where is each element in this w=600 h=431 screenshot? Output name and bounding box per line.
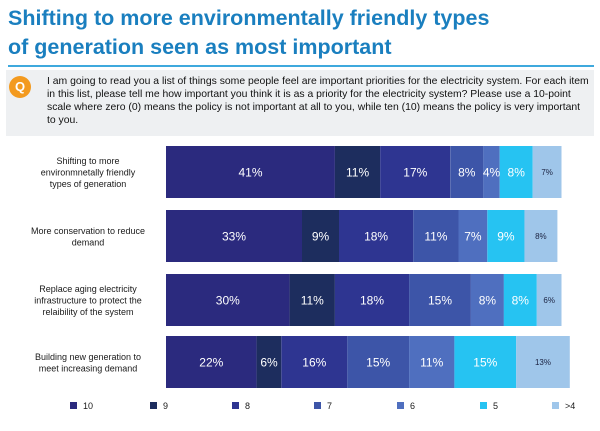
data-label: 11% [420,355,443,369]
bar-segment-7-row-1 [450,146,484,198]
data-label: 8% [508,165,526,179]
legend-label: 10 [83,401,93,411]
data-label: 16% [302,355,326,369]
bar-segment-8-row-4 [281,336,348,388]
legend-label: 9 [163,401,168,411]
data-label: 15% [428,293,452,307]
title-divider [8,65,594,67]
category-label-2: demand [72,237,105,247]
bar-segment-10-row-1 [166,146,335,198]
bar-segment-5-row-3 [503,274,537,326]
data-label: 13% [535,358,551,367]
category-label-1: types of generation [50,179,127,189]
bar-segment-9-row-4 [256,336,282,388]
bar-segment-9-row-1 [334,146,381,198]
bar-segment-8-row-2 [339,210,414,262]
bar-segment-6-row-1 [483,146,500,198]
data-label: 33% [222,229,246,243]
bar-segment-gt4-row-2 [524,210,558,262]
category-label-4: Building new generation to [35,352,141,362]
legend-swatch-8 [232,402,239,409]
title-line-2: of generation seen as most important [8,35,392,59]
category-label-1: Shifting to more [56,156,119,166]
bar-segment-8-row-3 [334,274,410,326]
data-label: 17% [403,165,427,179]
data-label: 7% [541,168,553,177]
legend-label: 8 [245,401,250,411]
question-panel [6,70,594,136]
legend-swatch-10 [70,402,77,409]
data-label: 18% [364,229,388,243]
legend-label: 7 [327,401,332,411]
category-label-3: Replace aging electricity [39,284,137,294]
category-label-3: infrastructure to protect the [34,296,142,306]
data-label: 11% [424,229,447,243]
data-label: 30% [216,293,240,307]
data-label: 9% [312,229,330,243]
bar-segment-7-row-2 [413,210,459,262]
page-title: Shifting to more environmentally friendl… [8,4,593,62]
data-label: 6% [260,355,278,369]
bar-segment-5-row-1 [499,146,533,198]
bar-segment-6-row-3 [470,274,504,326]
legend-label: 5 [493,401,498,411]
data-label: 9% [497,229,515,243]
bar-segment-7-row-4 [347,336,410,388]
data-label: 11% [301,293,324,307]
category-label-2: More conservation to reduce [31,226,145,236]
bar-segment-10-row-2 [166,210,302,262]
legend-swatch-9 [150,402,157,409]
question-badge: Q [9,76,31,98]
bar-segment-gt4-row-1 [532,146,562,198]
legend-swatch-6 [397,402,404,409]
bar-segment-10-row-4 [166,336,257,388]
data-label: 8% [479,293,497,307]
bar-segment-6-row-4 [409,336,455,388]
category-label-1: environmnetally friendly [41,168,136,178]
legend-label: 6 [410,401,415,411]
question-text: I am going to read you a list of things … [47,76,589,126]
category-label-4: meet increasing demand [39,363,138,373]
title-line-1: Shifting to more environmentally friendl… [8,6,490,30]
data-label: 8% [512,293,530,307]
bar-segment-9-row-2 [302,210,340,262]
legend-swatch-7 [314,402,321,409]
data-label: 11% [346,165,369,179]
bar-segment-5-row-4 [454,336,517,388]
bar-segment-8-row-1 [380,146,451,198]
legend-label: >4 [565,401,575,411]
data-label: 41% [238,165,262,179]
bar-segment-7-row-3 [409,274,471,326]
bar-segment-5-row-2 [487,210,525,262]
data-label: 7% [464,229,482,243]
data-label: 6% [543,296,555,305]
bar-segment-gt4-row-4 [516,336,570,388]
data-label: 18% [360,293,384,307]
legend-swatch-gt4 [552,402,559,409]
category-label-3: relaibility of the system [42,307,133,317]
legend-swatch-5 [480,402,487,409]
bar-segment-gt4-row-3 [536,274,562,326]
bar-segment-9-row-3 [289,274,335,326]
data-label: 4% [483,165,501,179]
bar-segment-10-row-3 [166,274,290,326]
data-label: 15% [366,355,390,369]
data-label: 22% [199,355,223,369]
data-label: 15% [473,355,497,369]
data-label: 8% [458,165,476,179]
data-label: 8% [535,232,547,241]
bar-segment-6-row-2 [458,210,488,262]
